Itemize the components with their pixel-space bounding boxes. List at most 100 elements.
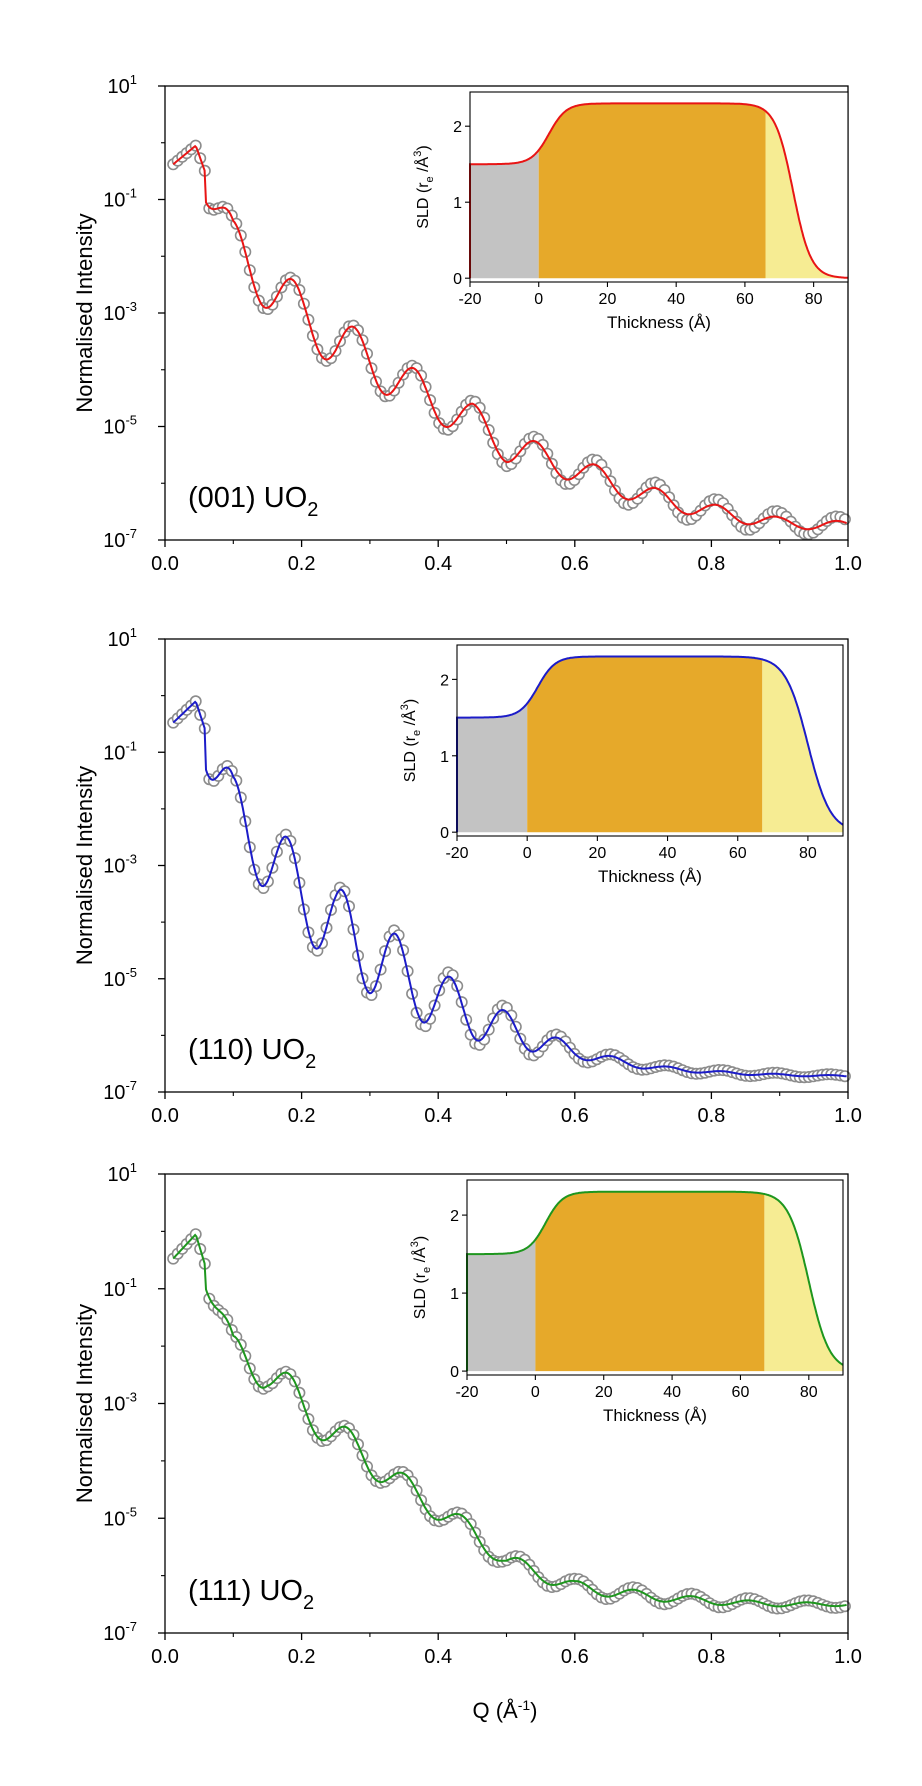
- sld-region: [457, 703, 528, 833]
- y-axis-label: Normalised Intensity: [72, 1304, 97, 1503]
- y-tick-label: 10-7: [103, 526, 137, 552]
- sld-profile-line: [466, 1190, 844, 1372]
- inset-x-tick-label: 20: [588, 845, 606, 862]
- x-tick-label: 1.0: [834, 1105, 862, 1127]
- inset-y-label: SLD (re /Å3): [412, 145, 436, 228]
- y-tick-label: 101: [108, 1160, 137, 1186]
- panel-110: 0.0 0.2 0.4 0.6 0.8 1.0 101 10-1 10-3 10-5 10-7 Nor…: [72, 625, 862, 1127]
- y-axis-label: Normalised Intensity: [72, 213, 97, 412]
- panel-111: 0.0 0.2 0.4 0.6 0.8 1.0 101 10-1 10-3 10-5 10-7 Nor…: [72, 1160, 862, 1668]
- y-axis-label: Normalised Intensity: [72, 766, 97, 965]
- data-point: [473, 401, 486, 414]
- inset-y-tick-label: 1: [440, 749, 449, 766]
- inset-x-tick-label: 0: [531, 1384, 540, 1401]
- x-tick-label: 0.2: [288, 1646, 316, 1668]
- inset-y-tick-label: 2: [450, 1208, 459, 1225]
- inset-y-tick-label: 0: [453, 271, 462, 288]
- inset-x-label: Thickness (Å): [603, 1406, 707, 1425]
- x-tick-label: 0.2: [288, 553, 316, 575]
- inset-x-tick-label: -20: [458, 291, 481, 308]
- inset-x-tick-label: 80: [799, 845, 817, 862]
- y-tick-label: 10-3: [103, 852, 137, 878]
- inset-x-tick-label: 0: [523, 845, 532, 862]
- panel-001: 0.0 0.2 0.4 0.6 0.8 1.0 101 10-1 10-3 10-5 10-7 Nor…: [72, 72, 862, 575]
- inset-x-tick-label: 20: [599, 291, 617, 308]
- inset-x-tick-label: 60: [729, 845, 747, 862]
- inset-x-tick-label: -20: [445, 845, 468, 862]
- inset-x-tick-label: 80: [805, 291, 823, 308]
- x-tick-label: 1.0: [834, 1646, 862, 1668]
- x-tick-label: 0.4: [424, 553, 452, 575]
- inset-y-tick-label: 1: [453, 195, 462, 212]
- inset-x-tick-label: 40: [663, 1384, 681, 1401]
- panel-label: (110) UO2: [188, 1034, 316, 1073]
- inset-y-tick-label: 1: [450, 1286, 459, 1303]
- inset-frame: [456, 644, 844, 837]
- x-tick-label: 0.4: [424, 1646, 452, 1668]
- y-tick-label: 10-1: [103, 738, 137, 764]
- y-tick-label: 10-1: [103, 1275, 137, 1301]
- sld-inset: -20 0 20 40 60 80 0 1 2 Thickness (Å) SLD (re /Å3): [409, 1179, 844, 1425]
- sld-inset: -20 0 20 40 60 80 0 1 2 Thickness (Å) SLD (re /Å3): [399, 644, 844, 886]
- sld-region: [467, 1239, 536, 1372]
- inset-x-tick-label: 20: [595, 1384, 613, 1401]
- inset-x-tick-label: 40: [667, 291, 685, 308]
- inset-frame: [469, 91, 849, 283]
- inset-x-tick-label: 60: [732, 1384, 750, 1401]
- inset-x-tick-label: 80: [800, 1384, 818, 1401]
- y-tick-label: 10-5: [103, 965, 137, 991]
- inset-x-label: Thickness (Å): [598, 867, 702, 886]
- sld-region: [470, 150, 539, 279]
- y-tick-label: 10-7: [103, 1619, 137, 1645]
- sld-region: [535, 1191, 765, 1372]
- data-point: [478, 1033, 491, 1046]
- data-point: [599, 466, 612, 479]
- x-tick-label: 0.2: [288, 1105, 316, 1127]
- x-tick-label: 0.8: [697, 553, 725, 575]
- inset-x-label: Thickness (Å): [607, 313, 711, 332]
- inset-y-label: SLD (re /Å3): [409, 1236, 433, 1319]
- x-tick-label: 0.0: [151, 1646, 179, 1668]
- fit-line: [172, 144, 848, 531]
- x-axis-label: Q (Å-1): [472, 1697, 537, 1723]
- y-tick-label: 10-7: [103, 1078, 137, 1104]
- inset-y-tick-label: 0: [450, 1364, 459, 1381]
- inset-y-tick-label: 0: [440, 825, 449, 842]
- x-tick-label: 0.6: [561, 1105, 589, 1127]
- x-tick-label: 0.8: [697, 1105, 725, 1127]
- y-tick-label: 101: [108, 72, 137, 98]
- inset-frame: [466, 1179, 844, 1376]
- sld-region: [538, 103, 766, 279]
- inset-x-tick-label: 0: [534, 291, 543, 308]
- x-tick-label: 0.4: [424, 1105, 452, 1127]
- inset-y-tick-label: 2: [453, 119, 462, 136]
- x-tick-label: 0.0: [151, 1105, 179, 1127]
- fit-line: [172, 700, 847, 1078]
- y-tick-label: 10-3: [103, 299, 137, 325]
- sld-inset: -20 0 20 40 60 80 0 1 2 Thickness (Å) SLD (re /Å3): [412, 91, 849, 332]
- sld-region: [762, 659, 843, 833]
- x-tick-label: 1.0: [834, 553, 862, 575]
- inset-x-tick-label: 40: [659, 845, 677, 862]
- inset-y-label: SLD (re /Å3): [399, 699, 423, 782]
- x-tick-label: 0.0: [151, 553, 179, 575]
- sld-profile-line: [469, 102, 848, 279]
- inset-x-tick-label: 60: [736, 291, 754, 308]
- sld-region: [765, 111, 848, 279]
- sld-profile-line: [456, 655, 844, 833]
- y-tick-label: 10-3: [103, 1390, 137, 1416]
- panel-label: (001) UO2: [188, 482, 318, 521]
- inset-y-tick-label: 2: [440, 672, 449, 689]
- panel-label: (111) UO2: [188, 1575, 314, 1614]
- fit-line: [172, 1233, 847, 1608]
- y-tick-label: 10-5: [103, 413, 137, 439]
- y-tick-label: 101: [108, 625, 137, 651]
- inset-x-tick-label: -20: [455, 1384, 478, 1401]
- y-tick-label: 10-5: [103, 1504, 137, 1530]
- x-tick-label: 0.6: [561, 553, 589, 575]
- y-tick-label: 10-1: [103, 186, 137, 212]
- x-tick-label: 0.8: [697, 1646, 725, 1668]
- sld-region: [764, 1194, 843, 1372]
- sld-region: [527, 656, 763, 833]
